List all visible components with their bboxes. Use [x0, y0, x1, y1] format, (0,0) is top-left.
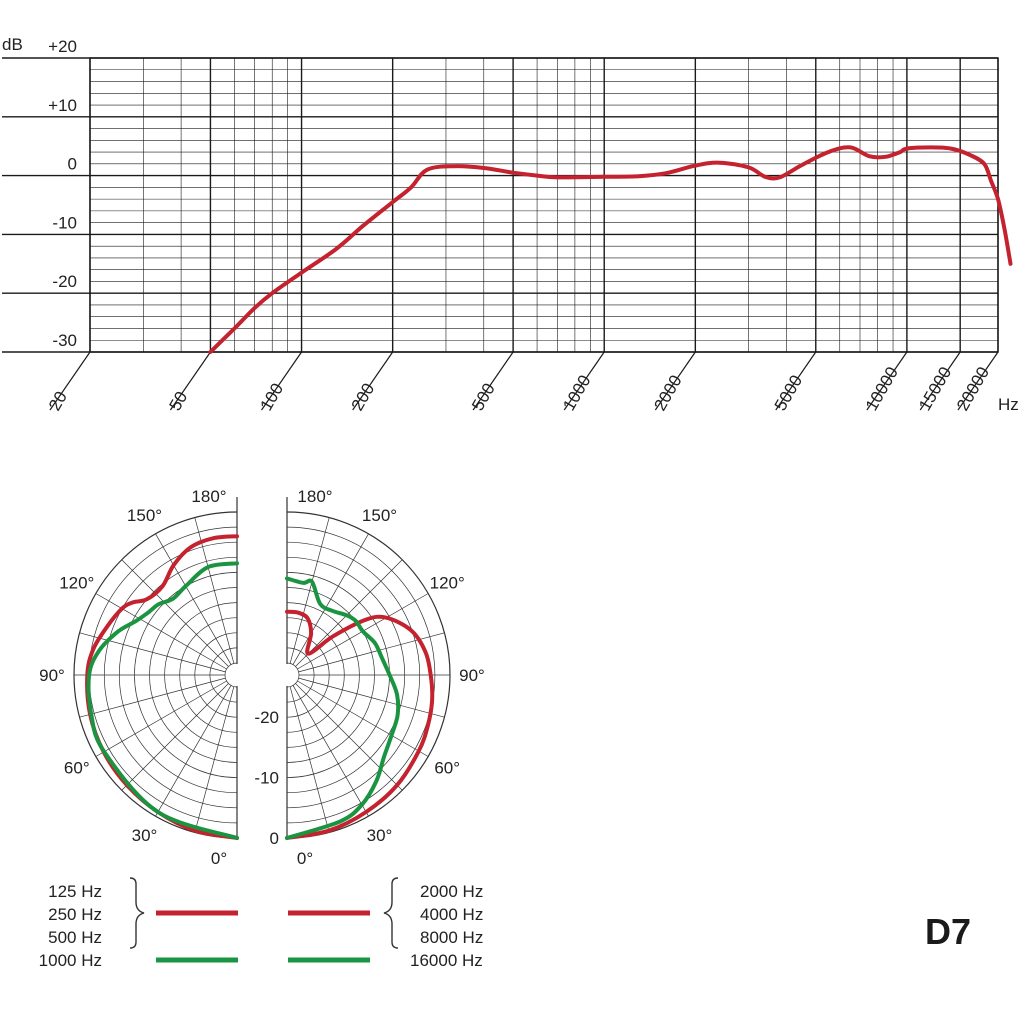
- polar-spoke-right: [297, 680, 429, 757]
- frequency-response-line: [208, 145, 1013, 354]
- x-tick-leader: [472, 351, 514, 411]
- polar-spoke-left: [121, 559, 229, 667]
- polar-angle-label-left: 30°: [132, 826, 158, 845]
- polar-angle-label-right: 0°: [297, 849, 313, 868]
- polar-spoke-left: [194, 686, 235, 833]
- y-tick-label: -30: [52, 331, 77, 350]
- polar-spoke-right: [295, 683, 403, 791]
- x-tick-leader: [866, 351, 908, 411]
- x-tick-label: 15000: [915, 364, 955, 414]
- polar-angle-label-right: 180°: [297, 487, 332, 506]
- legend-left: 125 Hz 250 Hz 500 Hz 1000 Hz: [39, 877, 238, 970]
- frequency-grid: [2, 57, 999, 353]
- x-tick-leader: [654, 351, 696, 411]
- polar-spoke-left: [95, 680, 227, 757]
- polar-spoke-right: [295, 559, 403, 667]
- x-tick-label: 1000: [559, 372, 594, 414]
- legend-left-green-1: 1000 Hz: [39, 951, 102, 970]
- legend-left-red-2: 250 Hz: [48, 905, 102, 924]
- x-tick-label: 5000: [771, 372, 806, 414]
- y-tick-label: +10: [48, 96, 77, 115]
- polar-angle-label-right: 150°: [362, 506, 397, 525]
- polar-angle-label-left: 60°: [64, 759, 90, 778]
- legend-right-red-1: 2000 Hz: [420, 882, 483, 901]
- polar-spoke-left: [121, 683, 229, 791]
- x-tick-leader: [261, 351, 303, 411]
- legend-right-red-2: 4000 Hz: [420, 905, 483, 924]
- x-tick-label: 20: [45, 388, 71, 414]
- x-tick-leader: [352, 351, 394, 411]
- polar-center-right: [276, 664, 298, 686]
- polar-radius-label: -10: [254, 769, 279, 788]
- polar-angle-label-left: 150°: [127, 506, 162, 525]
- legend-left-red-1: 125 Hz: [48, 882, 102, 901]
- polar-spoke-right: [289, 517, 330, 664]
- polar-series: [85, 534, 435, 840]
- x-tick-leader: [169, 351, 211, 411]
- y-tick-labels: +20 +10 0 -10 -20 -30: [48, 37, 77, 350]
- y-tick-label: +20: [48, 37, 77, 56]
- polar-spoke-left: [155, 685, 232, 817]
- legend: 125 Hz 250 Hz 500 Hz 1000 Hz 2000 Hz 400…: [39, 877, 483, 970]
- x-tick-label: 20000: [953, 364, 993, 414]
- polar-radius-label: -20: [254, 708, 279, 727]
- polar-spoke-left: [79, 632, 226, 673]
- y-unit-label: dB: [2, 35, 23, 54]
- frequency-series: [208, 145, 1013, 354]
- polar-angle-label-left: 0°: [211, 849, 227, 868]
- polar-spoke-right: [289, 686, 330, 833]
- x-tick-label: 50: [165, 388, 191, 414]
- x-tick-leader: [919, 351, 961, 411]
- polar-angle-label-right: 60°: [434, 759, 460, 778]
- x-tick-label: 100: [257, 380, 288, 414]
- polar-radius-label: 0: [270, 829, 279, 848]
- frequency-response-chart: dB +20 +10 0 -10 -20 -30 20 50 100 200 500 1000 200…: [2, 35, 1019, 414]
- y-tick-label: 0: [68, 155, 77, 174]
- legend-right-brace: [383, 877, 399, 949]
- polar-angle-label-right: 30°: [367, 826, 393, 845]
- y-tick-label: -20: [52, 272, 77, 291]
- model-label: D7: [925, 911, 971, 952]
- y-tick-label: -10: [52, 213, 77, 232]
- x-tick-label: 200: [348, 380, 379, 414]
- polar-pattern-chart: 0° 0° 30° 30° 60° 60° 90° 90° 120° 120° 150° 150° 18…: [39, 487, 485, 868]
- polar-angle-label-left: 120°: [59, 574, 94, 593]
- polar-angle-label-right: 90°: [459, 666, 485, 685]
- polar-curve-right-green: [285, 576, 401, 840]
- polar-spoke-right: [298, 677, 445, 718]
- plot-frame: [89, 57, 999, 353]
- polar-center-left: [226, 664, 248, 686]
- polar-spoke-left: [155, 533, 232, 665]
- x-tick-leader: [49, 351, 91, 411]
- x-unit-label: Hz: [998, 395, 1019, 414]
- polar-curve-left-green: [86, 561, 239, 840]
- x-tick-leader: [563, 351, 605, 411]
- x-tick-label: 2000: [650, 372, 685, 414]
- polar-curve-right-red: [285, 609, 435, 840]
- polar-radius-labels: 0 -10 -20: [254, 708, 279, 848]
- polar-angle-label-right: 120°: [430, 574, 465, 593]
- legend-right: 2000 Hz 4000 Hz 8000 Hz 16000 Hz: [288, 877, 483, 970]
- polar-grid: [73, 497, 451, 839]
- legend-left-brace: [129, 877, 145, 949]
- polar-angle-label-left: 90°: [39, 666, 65, 685]
- legend-right-red-3: 8000 Hz: [420, 928, 483, 947]
- legend-left-red-3: 500 Hz: [48, 928, 102, 947]
- x-tick-leader: [775, 351, 817, 411]
- polar-spoke-left: [95, 593, 227, 670]
- x-tick-leader: [957, 351, 999, 411]
- polar-curve-left-red: [85, 534, 239, 840]
- polar-spoke-right: [292, 685, 369, 817]
- x-tick-label: 500: [468, 380, 499, 414]
- legend-right-green-1: 16000 Hz: [410, 951, 483, 970]
- polar-angle-label-left: 180°: [191, 487, 226, 506]
- polar-angle-labels: 0° 0° 30° 30° 60° 60° 90° 90° 120° 120° 150° 150° 18…: [39, 487, 485, 868]
- polar-spoke-right: [292, 533, 369, 665]
- x-tick-label: 10000: [862, 364, 902, 414]
- polar-spoke-left: [79, 677, 226, 718]
